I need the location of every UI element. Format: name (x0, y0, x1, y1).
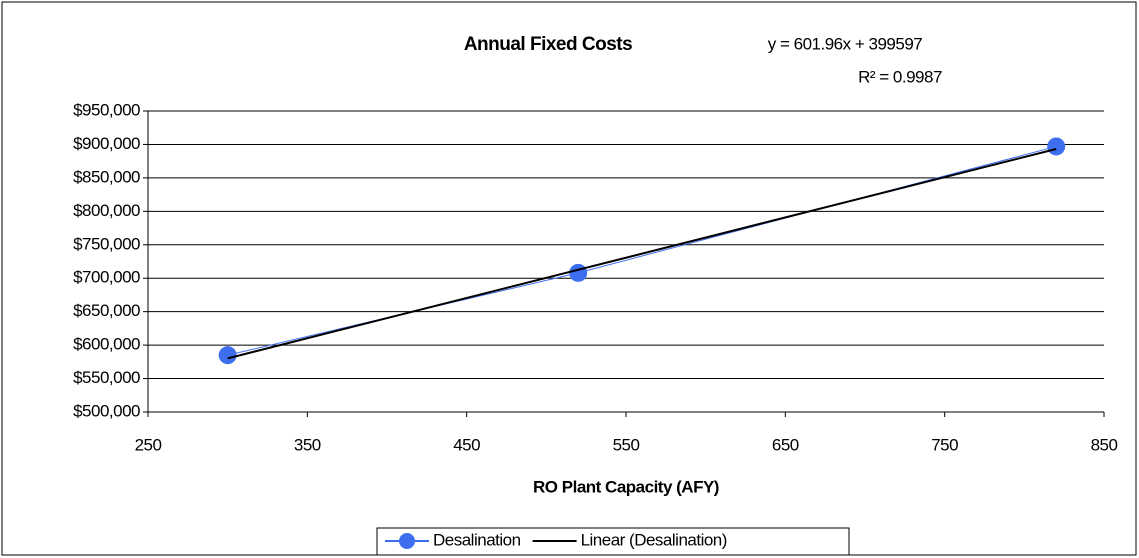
y-tick-label: $950,000 (73, 100, 140, 119)
y-tick-label: $850,000 (73, 167, 140, 186)
x-tick-label: 750 (931, 435, 958, 454)
y-tick-label: $500,000 (73, 401, 140, 420)
trend-equation: y = 601.96x + 399597 (768, 34, 923, 53)
chart-title: Annual Fixed Costs (464, 34, 632, 55)
legend-label: Linear (Desalination) (581, 530, 727, 549)
marker (569, 263, 588, 282)
x-tick-label: 650 (772, 435, 799, 454)
legend-label: Desalination (433, 530, 521, 549)
y-tick-label: $600,000 (73, 335, 140, 354)
marker (218, 346, 237, 365)
legend-marker (399, 533, 415, 549)
x-tick-label: 850 (1091, 435, 1118, 454)
r-squared: R² = 0.9987 (858, 67, 942, 86)
y-tick-label: $900,000 (73, 134, 140, 153)
legend (376, 527, 850, 556)
x-tick-label: 450 (453, 435, 480, 454)
y-tick-label: $750,000 (73, 234, 140, 253)
x-tick-label: 250 (135, 435, 162, 454)
y-tick-label: $800,000 (73, 201, 140, 220)
y-tick-label: $700,000 (73, 268, 140, 287)
x-tick-label: 550 (613, 435, 640, 454)
y-tick-label: $650,000 (73, 301, 140, 320)
y-tick-label: $550,000 (73, 368, 140, 387)
x-tick-label: 350 (294, 435, 321, 454)
trend-line (227, 148, 1057, 360)
marker (1047, 137, 1066, 156)
x-axis-title: RO Plant Capacity (AFY) (533, 477, 719, 496)
